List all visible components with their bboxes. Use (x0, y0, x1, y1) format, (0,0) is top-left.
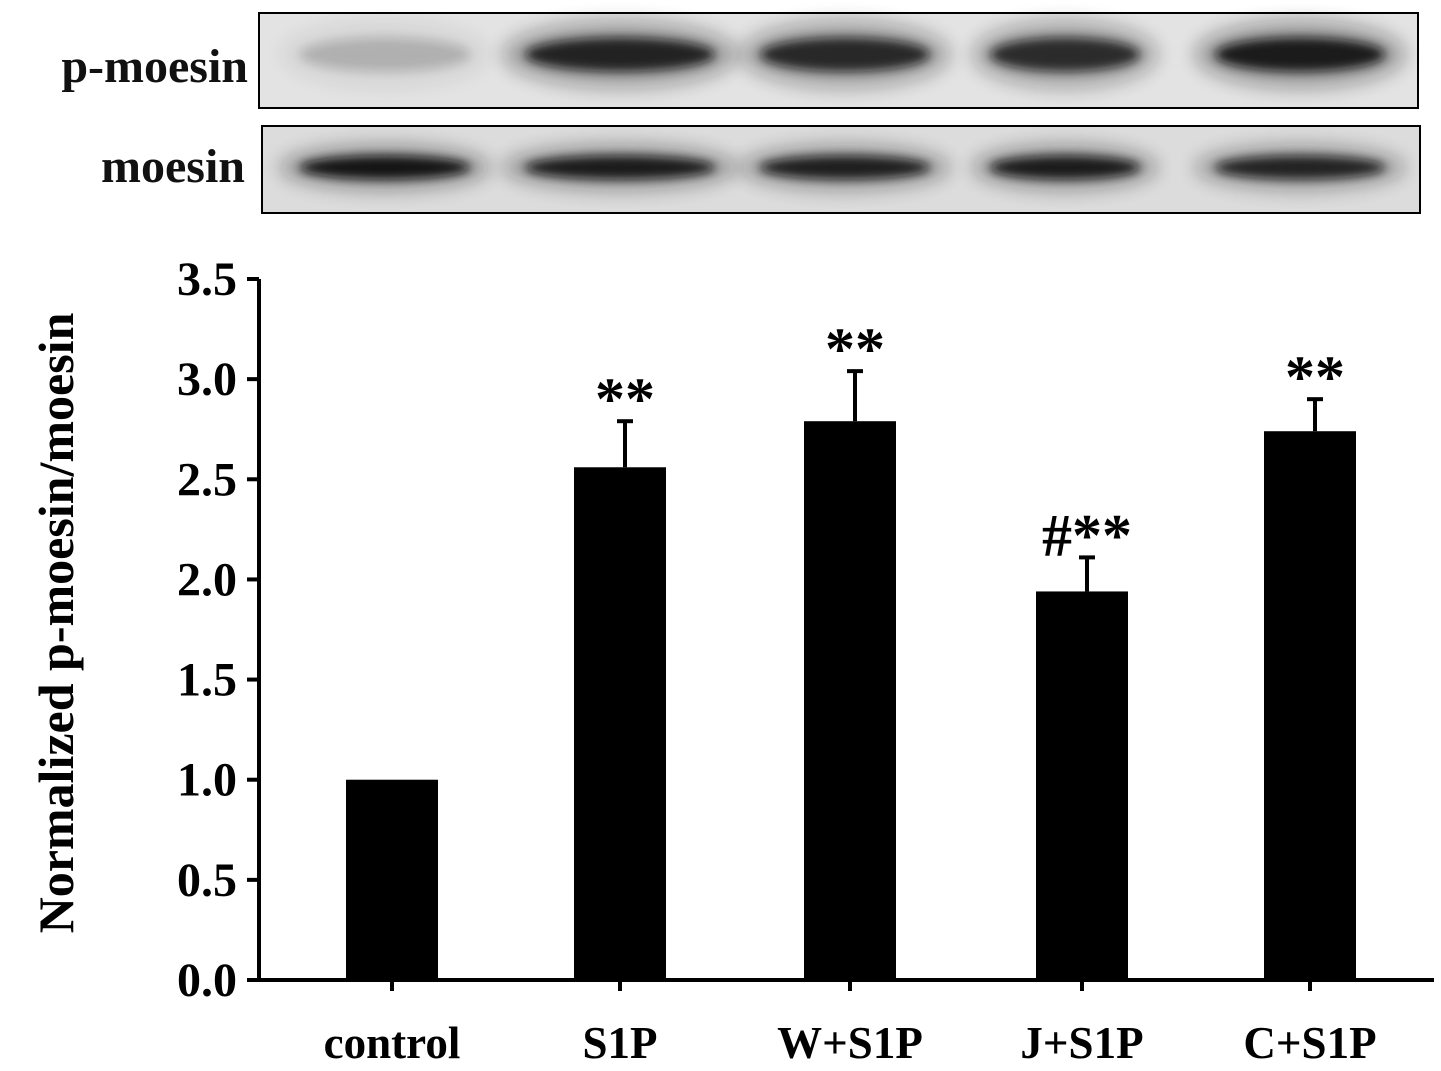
blot-band (1215, 37, 1385, 72)
x-tick-label: S1P (582, 1018, 657, 1068)
x-tick-label: C+S1P (1243, 1018, 1376, 1068)
y-tick-label: 3.0 (177, 353, 237, 406)
x-tick-label: J+S1P (1020, 1018, 1143, 1068)
blot-band (760, 155, 930, 180)
significance-label: ** (825, 316, 885, 382)
y-tick-label: 3.5 (177, 253, 237, 306)
blot-strip-p-moesin (258, 12, 1419, 109)
bar (1036, 591, 1128, 980)
significance-annotations: ** ** #** ** (595, 316, 1345, 568)
y-tick-label: 1.0 (177, 754, 237, 807)
blot-bands-moesin (279, 144, 1406, 191)
blot-band (990, 37, 1140, 72)
significance-label: #** (1042, 502, 1132, 568)
x-tick-label: W+S1P (777, 1018, 923, 1068)
y-tick-label: 2.0 (177, 553, 237, 606)
bar (574, 467, 666, 981)
y-axis: 0.0 0.5 1.0 1.5 2.0 2.5 3.0 3.5 (177, 253, 261, 1007)
blot-strip-p-moesin-frame (258, 12, 1419, 109)
bar (346, 779, 438, 980)
blot-band (300, 155, 470, 180)
blot-strip-moesin (261, 125, 1421, 214)
blot-band (525, 37, 715, 72)
significance-label: ** (595, 366, 655, 432)
blot-bands-p-moesin (279, 20, 1406, 89)
x-tick-label: control (324, 1018, 461, 1068)
blot-band (1215, 155, 1385, 180)
error-bars (617, 369, 1323, 592)
y-tick-label: 0.5 (177, 854, 237, 907)
y-tick-label: 0.0 (177, 954, 237, 1007)
western-blot: p-moesin moesin (61, 12, 1421, 214)
bar (1264, 431, 1356, 980)
bars (346, 421, 1356, 981)
blot-label-moesin: moesin (101, 140, 245, 193)
y-tick-label: 2.5 (177, 453, 237, 506)
y-axis-label: Normalized p-moesin/moesin (28, 312, 84, 933)
x-axis: control S1P W+S1P J+S1P C+S1P (259, 978, 1434, 1068)
bar-chart: Normalized p-moesin/moesin 0.0 0.5 1.0 1.5 2… (28, 253, 1434, 1068)
y-tick-label: 1.5 (177, 654, 237, 707)
blot-strip-moesin-frame (261, 125, 1421, 214)
significance-label: ** (1285, 344, 1345, 410)
blot-band (990, 155, 1140, 180)
blot-band (760, 37, 930, 72)
blot-label-p-moesin: p-moesin (61, 40, 248, 93)
bar (804, 421, 896, 980)
blot-band (525, 155, 715, 180)
blot-band (300, 37, 470, 72)
